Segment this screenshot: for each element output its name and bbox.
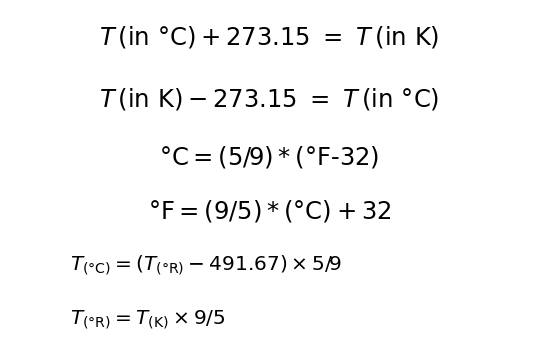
Text: $\mathrm{°F = (9/5)*(°C)+32}$: $\mathrm{°F = (9/5)*(°C)+32}$ bbox=[148, 198, 391, 224]
Text: $\mathit{T}_{\mathrm{(°C)}} = (\mathit{T}_{\mathrm{(°R)}} - 491.67) \times 5/9$: $\mathit{T}_{\mathrm{(°C)}} = (\mathit{T… bbox=[70, 254, 342, 277]
Text: $\mathit{T}\,(\mathrm{in\ °C}) + 273.15\ =\ \mathit{T}\,(\mathrm{in\ K})$: $\mathit{T}\,(\mathrm{in\ °C}) + 273.15\… bbox=[99, 24, 440, 50]
Text: $\mathit{T}\,(\mathrm{in\ K}) - 273.15\ =\ \mathit{T}\,(\mathrm{in\ °C})$: $\mathit{T}\,(\mathrm{in\ K}) - 273.15\ … bbox=[99, 86, 440, 112]
Text: $\mathit{T}_{\mathrm{(°R)}} = \mathit{T}_{\mathrm{(K)}} \times 9/5$: $\mathit{T}_{\mathrm{(°R)}} = \mathit{T}… bbox=[70, 309, 226, 332]
Text: $\mathrm{°C = (5/9)*(°F\text{-}32)}$: $\mathrm{°C = (5/9)*(°F\text{-}32)}$ bbox=[160, 144, 379, 170]
